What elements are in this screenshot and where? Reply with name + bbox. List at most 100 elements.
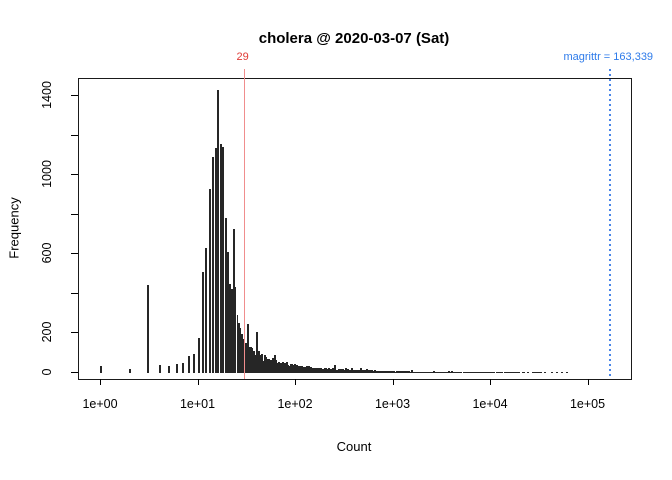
tail-bar <box>248 354 250 373</box>
x-axis-label: Count <box>336 439 372 454</box>
tail-bar <box>416 371 418 373</box>
histogram-bar <box>219 144 222 373</box>
tail-bar <box>280 363 282 373</box>
tail-bar <box>413 371 415 373</box>
tail-bar <box>309 367 311 373</box>
tail-bar <box>507 371 509 373</box>
tail-bar <box>499 372 501 373</box>
tail-bar <box>341 368 343 373</box>
tail-bar <box>425 372 427 373</box>
histogram-bar <box>100 366 102 373</box>
tail-bar <box>459 372 461 373</box>
tail-bar <box>447 371 449 373</box>
tail-bar <box>360 368 362 373</box>
tail-bar <box>267 361 269 373</box>
tail-bar <box>414 371 416 373</box>
tail-bar <box>512 372 514 373</box>
tail-bar <box>314 368 316 373</box>
histogram-bar <box>146 284 149 373</box>
tail-bar <box>288 365 290 373</box>
sparse-bar <box>560 371 563 373</box>
y-tick-label: 600 <box>40 242 54 264</box>
tail-bar <box>486 371 488 373</box>
tail-bar <box>401 371 403 373</box>
histogram-bar <box>201 272 204 373</box>
tail-bar <box>385 371 387 373</box>
tail-bar <box>464 372 466 373</box>
tail-bar <box>514 372 516 373</box>
tail-bar <box>357 370 359 373</box>
tail-bar <box>510 372 512 373</box>
tail-bar <box>291 364 293 373</box>
tail-bar <box>255 354 257 373</box>
tail-bar <box>287 364 289 373</box>
y-axis-tick <box>71 292 78 294</box>
tail-bar <box>367 370 369 373</box>
tail-bar <box>297 366 299 373</box>
tail-bar <box>254 356 256 373</box>
histogram-bar <box>214 148 217 373</box>
tail-bar <box>465 371 467 373</box>
tail-bar <box>402 371 404 373</box>
tail-bar <box>307 367 309 373</box>
histogram-bar <box>193 354 196 373</box>
y-tick-label: 1000 <box>40 160 54 189</box>
tail-bar <box>380 370 382 373</box>
tail-bar <box>505 372 507 373</box>
blue-max-label: magrittr = 163,339 <box>563 51 654 63</box>
tail-bar <box>271 363 273 373</box>
tail-bar <box>261 354 263 373</box>
tail-bar <box>257 356 259 373</box>
tail-bar <box>246 346 248 373</box>
tail-bar <box>429 372 431 373</box>
tail-bar <box>383 370 385 373</box>
tail-bar <box>419 371 421 373</box>
tail-bar <box>496 372 498 373</box>
tail-bar <box>481 372 483 373</box>
blue-max-line <box>609 69 611 379</box>
tail-bar <box>426 372 428 373</box>
tail-bar <box>415 371 417 373</box>
tail-bar <box>511 372 513 373</box>
tail-bar <box>336 369 338 373</box>
tail-bar <box>372 370 374 373</box>
tail-bar <box>333 368 335 373</box>
tail-bar <box>364 370 366 373</box>
tail-bar <box>444 372 446 373</box>
tail-bar <box>517 372 519 373</box>
tail-bar <box>278 362 280 373</box>
tail-bar <box>456 372 458 373</box>
tail-bar <box>471 372 473 373</box>
tail-bar <box>454 372 456 373</box>
histogram-bar <box>236 314 239 373</box>
y-tick-label: 200 <box>40 321 54 343</box>
tail-bar <box>369 370 371 373</box>
tail-bar <box>501 372 503 373</box>
tail-bar <box>373 371 375 373</box>
tail-bar <box>284 364 286 373</box>
tail-bar <box>394 371 396 373</box>
tail-bar <box>249 347 251 373</box>
tail-bar <box>306 366 308 373</box>
tail-bar <box>312 368 314 373</box>
histogram-bar <box>217 90 220 373</box>
tail-bar <box>467 372 469 373</box>
tail-bar <box>392 371 394 373</box>
x-tick-label: 1e+05 <box>569 397 606 411</box>
tail-bar <box>377 370 379 373</box>
tail-bar <box>293 366 295 373</box>
tail-bar <box>453 371 455 373</box>
tail-bar <box>301 365 303 373</box>
y-tick-label: 0 <box>40 368 54 376</box>
tail-bar <box>323 368 325 373</box>
tail-bar <box>391 371 393 373</box>
tail-bar <box>266 359 268 373</box>
bars-layer <box>79 79 631 379</box>
tail-bar <box>412 371 414 373</box>
tail-bar <box>423 371 425 373</box>
tail-bar <box>258 351 260 373</box>
tail-bar <box>344 370 346 373</box>
tail-bar <box>460 372 462 373</box>
tail-bar <box>389 371 391 373</box>
